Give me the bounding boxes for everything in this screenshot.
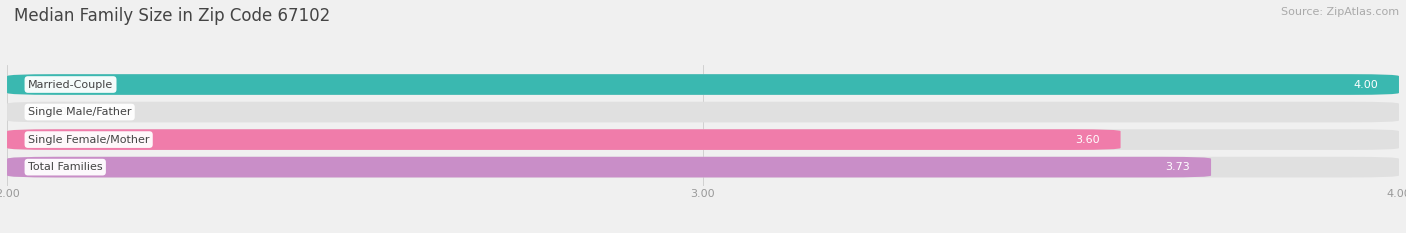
FancyBboxPatch shape — [7, 102, 1399, 122]
FancyBboxPatch shape — [7, 157, 1211, 178]
Text: Single Male/Father: Single Male/Father — [28, 107, 131, 117]
Text: 3.60: 3.60 — [1076, 135, 1099, 145]
Text: 4.00: 4.00 — [1354, 79, 1378, 89]
Text: Median Family Size in Zip Code 67102: Median Family Size in Zip Code 67102 — [14, 7, 330, 25]
Text: Single Female/Mother: Single Female/Mother — [28, 135, 149, 145]
FancyBboxPatch shape — [7, 74, 1399, 95]
FancyBboxPatch shape — [7, 129, 1399, 150]
Text: 2.00: 2.00 — [42, 107, 66, 117]
Text: 3.73: 3.73 — [1166, 162, 1191, 172]
Text: Total Families: Total Families — [28, 162, 103, 172]
FancyBboxPatch shape — [7, 74, 1399, 95]
FancyBboxPatch shape — [7, 129, 1121, 150]
FancyBboxPatch shape — [7, 157, 1399, 178]
Text: Source: ZipAtlas.com: Source: ZipAtlas.com — [1281, 7, 1399, 17]
Text: Married-Couple: Married-Couple — [28, 79, 112, 89]
